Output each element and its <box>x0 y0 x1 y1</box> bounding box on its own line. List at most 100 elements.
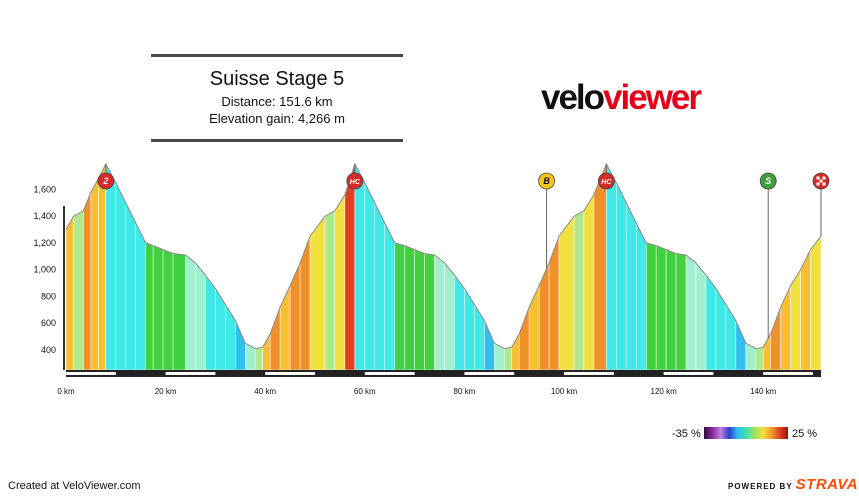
profile-segment <box>518 307 530 371</box>
y-tick-label: 800 <box>41 291 56 301</box>
profile-segment <box>185 254 196 371</box>
profile-segment <box>344 163 356 371</box>
profile-segment <box>762 332 771 371</box>
profile-segment <box>145 242 154 371</box>
profile-segment <box>289 262 301 371</box>
marker-circle <box>97 172 115 190</box>
distance-bar-stripe <box>364 372 415 375</box>
legend-min-label: -35 % <box>672 428 701 440</box>
profile-segment <box>454 274 465 371</box>
profile-segment <box>606 163 617 371</box>
profile-segment <box>172 253 186 371</box>
x-tick-label: 140 km <box>750 387 777 396</box>
profile-segment <box>115 182 127 371</box>
profile-segment <box>548 236 560 371</box>
x-tick-label: 120 km <box>651 387 678 396</box>
powered-by-label: POWERED BY <box>728 482 793 491</box>
profile-segment <box>205 274 216 371</box>
finish-flag-icon <box>816 176 820 180</box>
distance-bar-stripe <box>763 372 814 375</box>
finish-flag-icon <box>819 179 823 183</box>
marker-circle <box>597 172 615 190</box>
distance-bar-stripe <box>564 372 614 375</box>
finish-flag-icon <box>816 182 820 186</box>
profile-segment <box>65 215 74 371</box>
profile-segment <box>583 193 595 371</box>
distance-bar-stripe <box>464 372 515 375</box>
profile-segment <box>98 163 107 371</box>
gradient-color-scale <box>704 427 788 439</box>
profile-segment <box>152 245 164 371</box>
profile-segment <box>645 242 657 371</box>
profile-segment <box>434 254 445 371</box>
y-tick-label: 1,000 <box>33 265 56 275</box>
profile-segment <box>464 287 475 371</box>
profile-segment <box>444 262 455 371</box>
profile-segment <box>83 192 92 371</box>
profile-segment <box>135 222 146 371</box>
profile-segment <box>279 285 291 371</box>
x-tick-label: 20 km <box>155 387 177 396</box>
profile-segment <box>770 307 781 371</box>
x-tick-label: 100 km <box>551 387 578 396</box>
marker-label: S <box>765 176 771 186</box>
profile-segment <box>474 303 485 371</box>
profile-segment <box>715 287 727 371</box>
y-tick-label: 600 <box>41 318 56 328</box>
created-at-text: Created at VeloViewer.com <box>8 480 141 492</box>
x-tick-label: 0 km <box>57 387 75 396</box>
x-tick-label: 60 km <box>354 387 376 396</box>
profile-segment <box>215 287 226 371</box>
profile-segment <box>125 202 136 371</box>
legend-max-label: 25 % <box>792 428 818 440</box>
profile-segment <box>573 210 585 371</box>
marker-label: HC <box>601 179 612 186</box>
profile-segment <box>334 193 346 371</box>
profile-segment <box>374 202 385 371</box>
profile-segment <box>695 262 707 371</box>
powered-by-strava: POWERED BY STRAVA <box>728 476 858 493</box>
profile-segment <box>780 285 791 371</box>
profile-segment <box>528 285 540 371</box>
profile-outline <box>65 162 822 350</box>
profile-segment <box>424 253 435 371</box>
profile-segment <box>90 177 99 371</box>
elevation-gain-text: Elevation gain: 4,266 m <box>209 111 345 126</box>
profile-segment <box>162 249 174 371</box>
profile-segment <box>105 163 117 371</box>
profile-segment <box>414 249 425 371</box>
distance-bar-stripe <box>66 372 116 375</box>
stage-title: Suisse Stage 5 <box>209 68 345 90</box>
profile-segment <box>635 222 647 371</box>
finish-flag-icon <box>822 176 826 180</box>
profile-segment <box>558 215 575 371</box>
title-rule-bottom <box>151 139 403 142</box>
profile-segment <box>655 245 667 371</box>
profile-segment <box>235 320 246 371</box>
profile-segment <box>675 253 687 371</box>
profile-segment <box>755 346 764 371</box>
y-tick-label: 1,600 <box>33 184 56 194</box>
profile-segment <box>262 332 271 371</box>
logo-part-viewer: viewer <box>603 78 702 117</box>
profile-segment <box>354 163 366 371</box>
profile-segment <box>394 242 405 371</box>
profile-segment <box>404 245 415 371</box>
title-box: Suisse Stage 5 Distance: 151.6 km Elevat… <box>151 54 403 142</box>
y-tick-label: 1,200 <box>33 238 56 248</box>
profile-segment <box>195 262 206 371</box>
marker-circle <box>538 172 555 190</box>
profile-segment <box>626 202 637 371</box>
strava-logo: STRAVA <box>795 476 859 493</box>
profile-segment <box>790 268 801 371</box>
profile-segment <box>364 182 376 371</box>
profile-segment <box>685 254 697 371</box>
y-tick-label: 400 <box>41 345 56 355</box>
veloviewer-logo: veloviewer <box>541 78 702 118</box>
profile-segment <box>511 332 520 371</box>
marker-label: HC <box>350 179 361 186</box>
profile-segment <box>309 215 326 371</box>
profile-segment <box>593 163 607 371</box>
profile-segment <box>324 210 336 371</box>
